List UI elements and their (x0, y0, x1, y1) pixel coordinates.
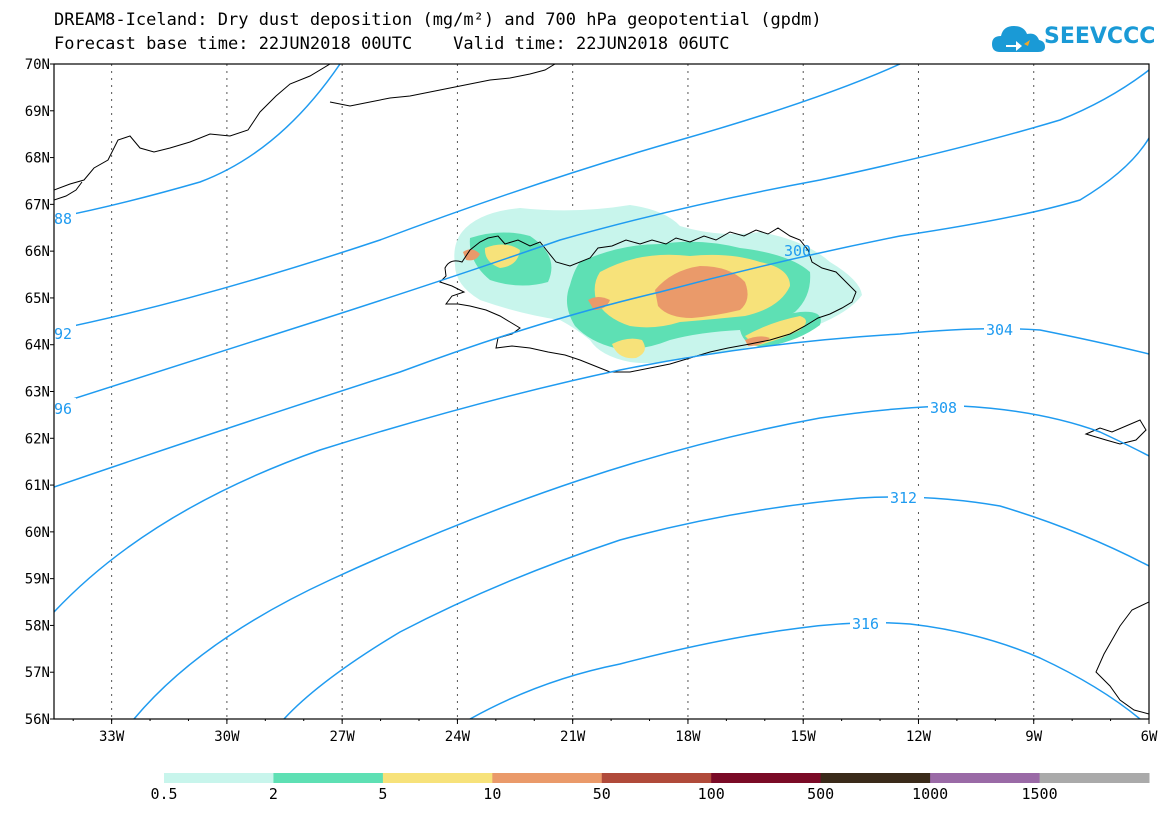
contour-292 (54, 64, 901, 331)
greenland-coastline (329, 64, 556, 107)
colorbar-swatch (601, 773, 712, 783)
contour-296 (54, 69, 1149, 406)
chart-title: DREAM8-Iceland: Dry dust deposition (mg/… (54, 10, 822, 30)
greenland-coastline (54, 64, 331, 191)
coastlines (54, 64, 1149, 715)
contour-label: 92 (54, 325, 72, 343)
colorbar-label: 10 (483, 785, 501, 803)
colorbar-swatch (711, 773, 822, 783)
dust-deposition-field (454, 205, 862, 364)
seevccc-logo: SEEVCCC (990, 18, 1155, 58)
lon-tick-label: 6W (1141, 729, 1158, 745)
lat-tick-label: 66N (25, 244, 50, 260)
lat-tick-label: 65N (25, 291, 50, 307)
colorbar-label: 2 (269, 785, 278, 803)
colorbar-swatch (1039, 773, 1150, 783)
colorbar-label: 0.5 (150, 785, 177, 803)
contour-label: 316 (852, 615, 879, 633)
colorbar-label: 100 (698, 785, 725, 803)
lat-tick-label: 61N (25, 478, 50, 494)
chart-subtitle: Forecast base time: 22JUN2018 00UTC Vali… (54, 34, 730, 54)
lon-tick-label: 33W (99, 729, 125, 745)
contour-label: 312 (890, 489, 917, 507)
lat-tick-label: 58N (25, 618, 50, 634)
dust-area-orange (655, 266, 748, 318)
colorbar-legend (164, 773, 1150, 783)
contour-316 (469, 621, 1141, 719)
colorbar-label: 500 (807, 785, 834, 803)
lat-tick-label: 63N (25, 385, 50, 401)
dust-area-yellow (612, 338, 645, 359)
colorbar-swatch (382, 773, 493, 783)
logo-text: SEEVCCC (1044, 24, 1156, 49)
geopotential-contours (54, 64, 1149, 719)
dust-area-orange (463, 249, 480, 261)
colorbar-label: 50 (593, 785, 611, 803)
contour-304 (54, 327, 1149, 613)
lat-tick-label: 67N (25, 197, 50, 213)
colorbar-label: 1000 (912, 785, 948, 803)
colorbar-swatch (164, 773, 274, 783)
contour-label: 308 (930, 399, 957, 417)
lon-tick-label: 27W (330, 729, 356, 745)
colorbar-label: 1500 (1021, 785, 1057, 803)
contour-308 (133, 405, 1149, 719)
contour-label: 300 (784, 242, 811, 260)
colorbar-label: 5 (378, 785, 387, 803)
greenland-coastline (54, 181, 83, 201)
colorbar-swatch (930, 773, 1041, 783)
lat-tick-label: 62N (25, 431, 50, 447)
lat-tick-label: 68N (25, 151, 50, 167)
latitude-labels: 70N 69N 68N 67N 66N 65N 64N 63N 62N 61N 60N 59N 58N 5… (25, 57, 50, 728)
contour-label: 96 (54, 400, 72, 418)
contour-label: 88 (54, 210, 72, 228)
scotland-coastline (1095, 601, 1149, 715)
contour-labels: 88 92 96 300 304 308 312 316 (54, 208, 1020, 634)
colorbar-swatch (492, 773, 603, 783)
lat-tick-label: 59N (25, 572, 50, 588)
lon-tick-label: 15W (791, 729, 817, 745)
contour-312 (283, 496, 1149, 719)
lon-tick-label: 12W (906, 729, 932, 745)
grid-lines (111, 64, 1035, 719)
contour-288 (54, 64, 341, 219)
lon-tick-label: 30W (214, 729, 240, 745)
lon-tick-label: 9W (1025, 729, 1042, 745)
dust-area-orange (588, 297, 610, 310)
colorbar-swatch (820, 773, 931, 783)
lat-tick-label: 64N (25, 338, 50, 354)
lat-tick-label: 70N (25, 57, 50, 73)
lat-tick-label: 56N (25, 712, 50, 728)
faroe-coastline (1084, 419, 1147, 445)
lat-tick-label: 60N (25, 525, 50, 541)
lon-tick-label: 18W (675, 729, 701, 745)
lat-tick-label: 69N (25, 104, 50, 120)
contour-300 (54, 137, 1149, 488)
cloud-icon (992, 26, 1045, 52)
longitude-labels: 33W 30W 27W 24W 21W 18W 15W 12W 9W 6W (99, 729, 1158, 745)
colorbar-labels: 0.5 2 5 10 50 100 500 1000 1500 (150, 785, 1057, 803)
colorbar-swatch (273, 773, 384, 783)
lon-tick-label: 21W (560, 729, 586, 745)
axis-ticks (50, 63, 1150, 724)
contour-label: 304 (986, 321, 1013, 339)
lon-tick-label: 24W (445, 729, 471, 745)
lat-tick-label: 57N (25, 665, 50, 681)
